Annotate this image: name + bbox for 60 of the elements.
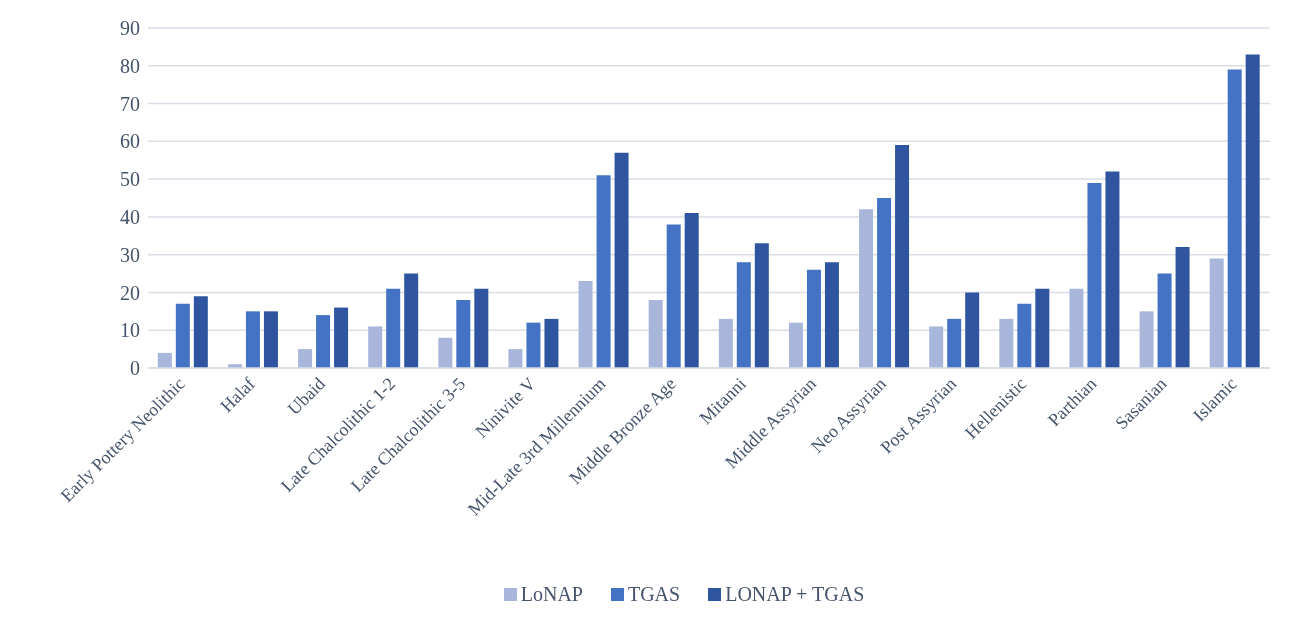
bar [334, 307, 349, 368]
bar [614, 152, 629, 368]
y-tick-label: 30 [120, 243, 140, 266]
y-tick-label: 10 [120, 319, 140, 342]
y-tick-label: 70 [120, 92, 140, 115]
legend-label: TGAS [627, 583, 681, 606]
bar [718, 318, 733, 368]
bar [474, 288, 489, 368]
bar [368, 326, 383, 368]
bar [175, 303, 190, 368]
bar [999, 318, 1014, 368]
y-tick-label: 50 [120, 168, 140, 191]
bar [596, 175, 611, 368]
bar [824, 262, 839, 368]
bar [965, 292, 980, 368]
y-tick-label: 80 [120, 54, 140, 77]
y-tick-label: 20 [120, 281, 140, 304]
bar [1035, 288, 1050, 368]
bar [508, 349, 523, 368]
bar [526, 322, 541, 368]
bar [1175, 247, 1190, 368]
bar [859, 209, 874, 368]
bar [1017, 303, 1032, 368]
bar [456, 300, 471, 368]
bar [648, 300, 663, 368]
bar [929, 326, 944, 368]
bar [263, 311, 278, 368]
bar [298, 349, 313, 368]
y-tick-label: 0 [130, 357, 140, 380]
bar [1209, 258, 1224, 368]
bar [245, 311, 260, 368]
bar [316, 315, 331, 368]
bar [806, 269, 821, 368]
y-tick-label: 90 [120, 17, 140, 40]
bar [1245, 54, 1260, 368]
bar [947, 318, 962, 368]
bar [754, 243, 769, 368]
bar [578, 281, 593, 368]
bar [788, 322, 803, 368]
bar [736, 262, 751, 368]
bar [877, 198, 892, 368]
bar [386, 288, 401, 368]
bar [684, 213, 699, 368]
bar [1157, 273, 1172, 368]
bar [157, 352, 172, 368]
y-tick-label: 60 [120, 130, 140, 153]
bar [1227, 69, 1242, 368]
bar [1105, 171, 1120, 368]
bar [1069, 288, 1084, 368]
bar [1139, 311, 1154, 368]
legend-label: LONAP + TGAS [725, 583, 865, 606]
bar [438, 337, 453, 368]
y-tick-label: 40 [120, 205, 140, 228]
bar [895, 145, 910, 368]
bar [1087, 182, 1102, 368]
legend-label: LoNAP [520, 583, 583, 606]
bar [404, 273, 419, 368]
bar [193, 296, 208, 368]
bar [666, 224, 681, 368]
bar [544, 318, 559, 368]
